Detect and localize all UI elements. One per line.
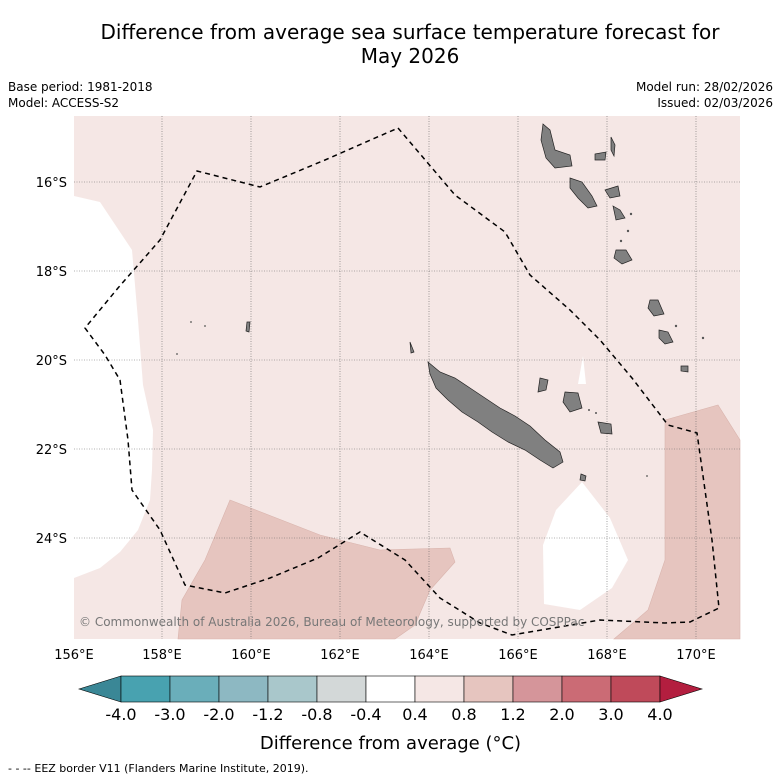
colorbar-tick-label: -0.8 xyxy=(301,705,333,724)
colorbar-tick-label: -2.0 xyxy=(203,705,235,724)
colorbar-tick-label: -4.0 xyxy=(105,705,137,724)
small-islets xyxy=(176,212,705,477)
lat-label-22s: 22°S xyxy=(36,443,67,458)
chart-title-line1: Difference from average sea surface temp… xyxy=(100,20,720,44)
chesterfield-islet xyxy=(245,321,251,333)
lat-label-18s: 18°S xyxy=(36,265,67,280)
espiritu-santo-island xyxy=(540,123,573,169)
colorbar-tick-label: -0.4 xyxy=(350,705,382,724)
lon-label-166e: 166°E xyxy=(498,648,538,663)
colorbar-tick-label: 3.0 xyxy=(598,705,624,724)
colorbar-tick-label: 0.4 xyxy=(402,705,428,724)
colorbar-segment xyxy=(561,675,612,703)
colorbar-segment xyxy=(512,675,563,703)
colorbar-title: Difference from average (°C) xyxy=(259,733,522,754)
belep-island xyxy=(409,341,415,354)
maewo-island xyxy=(594,151,607,161)
colorbar xyxy=(77,675,704,703)
ambrym-island xyxy=(604,185,621,199)
colorbar-segment xyxy=(316,675,367,703)
colorbar-extend-high xyxy=(659,675,704,703)
colorbar-segment xyxy=(610,675,661,703)
colorbar-tick-label: 4.0 xyxy=(647,705,673,724)
colorbar-tick-label: 1.2 xyxy=(500,705,526,724)
longitude-labels: 156°E 158°E 160°E 162°E 164°E 166°E 168°… xyxy=(54,648,716,663)
copyright-text: © Commonwealth of Australia 2026, Bureau… xyxy=(79,615,584,629)
colorbar-tick-label: -1.2 xyxy=(252,705,284,724)
colorbar-segment xyxy=(120,675,171,703)
colorbar-segment xyxy=(365,675,416,703)
pentecost-island xyxy=(610,136,616,158)
lon-label-156e: 156°E xyxy=(54,648,94,663)
gridlines xyxy=(74,116,740,639)
malakula-island xyxy=(569,177,598,209)
lat-label-16s: 16°S xyxy=(36,176,67,191)
lat-label-24s: 24°S xyxy=(36,532,67,547)
neutral-region-west xyxy=(74,196,153,578)
latitude-labels: 16°S 18°S 20°S 22°S 24°S xyxy=(36,176,67,547)
chart-title-line2: May 2026 xyxy=(360,44,460,68)
colorbar-segment xyxy=(463,675,514,703)
lon-label-160e: 160°E xyxy=(231,648,271,663)
colorbar-segment xyxy=(414,675,465,703)
model-run: Model run: 28/02/2026 xyxy=(635,80,773,94)
colorbar-tick-label: 2.0 xyxy=(549,705,575,724)
colorbar-segment xyxy=(267,675,318,703)
erromango-island xyxy=(647,299,665,317)
lifou-island xyxy=(562,391,583,413)
epi-island xyxy=(612,205,626,221)
lat-label-20s: 20°S xyxy=(36,354,67,369)
colorbar-tick-label: 0.8 xyxy=(451,705,477,724)
eez-border xyxy=(84,127,720,636)
tanna-island xyxy=(658,329,674,345)
isle-of-pines xyxy=(579,473,587,482)
new-caledonia-island xyxy=(427,361,564,469)
warm-region-southeast xyxy=(613,404,741,640)
eez-legend: - - -- EEZ border V11 (Flanders Marine I… xyxy=(8,762,309,775)
lon-label-162e: 162°E xyxy=(320,648,360,663)
aneityum-island xyxy=(680,365,689,373)
colorbar-tick-label: -3.0 xyxy=(154,705,186,724)
model-name: Model: ACCESS-S2 xyxy=(8,96,120,110)
lon-label-164e: 164°E xyxy=(409,648,449,663)
neutral-patch-small xyxy=(578,356,586,384)
mare-island xyxy=(597,421,613,435)
colorbar-segment xyxy=(218,675,269,703)
issued-date: Issued: 02/03/2026 xyxy=(657,96,773,110)
colorbar-segment xyxy=(169,675,220,703)
lon-label-158e: 158°E xyxy=(142,648,182,663)
lon-label-170e: 170°E xyxy=(676,648,716,663)
warm-region-south xyxy=(177,499,456,640)
efate-island xyxy=(613,249,633,265)
lon-label-168e: 168°E xyxy=(587,648,627,663)
ouvea-island xyxy=(537,377,549,393)
base-period: Base period: 1981-2018 xyxy=(8,80,153,94)
colorbar-extend-low xyxy=(77,675,122,703)
